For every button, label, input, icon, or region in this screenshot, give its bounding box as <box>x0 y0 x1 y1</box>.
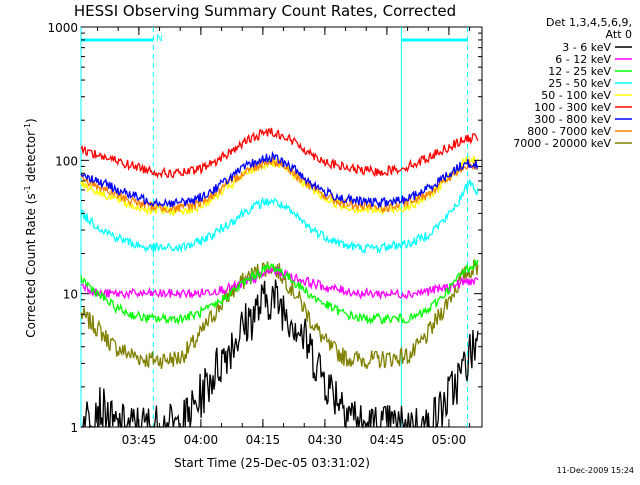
chart-title: HESSI Observing Summary Count Rates, Cor… <box>74 2 456 20</box>
axes-group: 03:45 04:00 04:15 04:30 04:45 05:00 1 10 100 1000 <box>47 21 482 447</box>
series-line-2 <box>80 258 479 326</box>
x-tick-label-2: 04:15 <box>246 433 281 447</box>
plot-frame <box>80 26 483 428</box>
x-tick-label-4: 04:45 <box>370 433 405 447</box>
overlay-group <box>80 27 469 427</box>
ylabel-end: ) <box>24 118 38 123</box>
series-line-6 <box>80 150 479 209</box>
legend-label-4: 50 - 100 keV <box>541 89 611 102</box>
series-line-0 <box>81 279 479 430</box>
ylabel-main: Corrected Count Rate (s <box>24 193 38 337</box>
legend-label-2: 12 - 25 keV <box>548 65 611 78</box>
series-line-5 <box>80 127 479 179</box>
ylabel-mid: detector <box>24 131 38 186</box>
legend-label-5: 100 - 300 keV <box>534 101 611 114</box>
legend-header-line2: Att 0 <box>606 28 632 41</box>
y-tick-label-2: 100 <box>55 154 78 168</box>
legend-label-8: 7000 - 20000 keV <box>513 137 611 150</box>
series-line-1 <box>80 266 479 301</box>
x-tick-label-1: 04:00 <box>184 433 219 447</box>
x-tick-label-0: 03:45 <box>122 433 157 447</box>
ylabel-sup2: -1 <box>23 123 32 131</box>
legend-label-1: 6 - 12 keV <box>555 53 611 66</box>
attenuator-flag: N <box>156 34 163 44</box>
legend-label-3: 25 - 50 keV <box>548 77 611 90</box>
series-group <box>80 127 479 430</box>
y-tick-label-3: 1000 <box>47 21 78 35</box>
legend-label-6: 300 - 800 keV <box>534 113 611 126</box>
legend-label-7: 800 - 7000 keV <box>527 125 611 138</box>
x-tick-label-5: 05:00 <box>432 433 467 447</box>
x-tick-label-3: 04:30 <box>308 433 343 447</box>
y-axis-label: Corrected Count Rate (s-1 detector-1) <box>23 118 38 337</box>
series-line-3 <box>80 179 479 255</box>
legend-label-0: 3 - 6 keV <box>562 41 611 54</box>
footer-timestamp: 11-Dec-2009 15:24 <box>557 466 634 475</box>
ylabel-sup1: -1 <box>23 185 32 193</box>
series-line-8 <box>80 259 479 370</box>
legend-header-line1: Det 1,3,4,5,6,9, <box>546 16 632 29</box>
y-tick-label-0: 1 <box>70 421 78 435</box>
x-axis-label: Start Time (25-Dec-05 03:31:02) <box>174 456 370 470</box>
y-tick-label-1: 10 <box>63 288 78 302</box>
